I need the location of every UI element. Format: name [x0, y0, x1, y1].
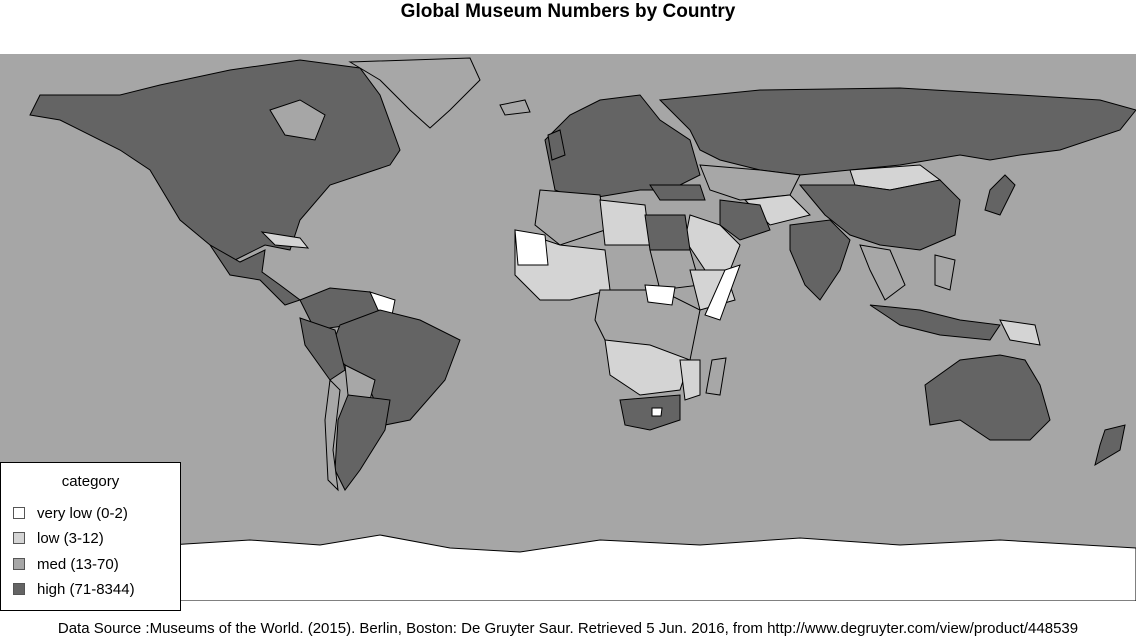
antarctica: [0, 534, 1136, 601]
country-cuba: [260, 231, 310, 249]
legend-item-low: low (3-12): [13, 529, 104, 547]
legend-label-med: med (13-70): [37, 555, 119, 573]
country-australia: [924, 354, 1051, 441]
world-map: [0, 54, 1136, 601]
country-china: [798, 179, 961, 251]
country-madagascar: [705, 357, 727, 396]
country-mauritania: [514, 229, 549, 266]
legend-title: category: [61, 473, 120, 490]
country-iran: [719, 199, 771, 241]
country-egypt: [644, 214, 691, 251]
country-argentina: [334, 394, 391, 491]
country-india: [789, 219, 851, 301]
country-philippines: [934, 254, 956, 291]
country-chile: [324, 378, 341, 492]
legend-label-high: high (71-8344): [37, 580, 135, 598]
country-russia: [658, 87, 1136, 176]
legend-swatch-very-low: [13, 507, 25, 519]
country-uk: [547, 129, 566, 161]
country-turkey: [649, 184, 706, 201]
legend-label-low: low (3-12): [37, 529, 104, 547]
country-peru: [299, 317, 346, 381]
country-papua: [999, 319, 1041, 346]
country-libya: [599, 199, 651, 246]
country-lesotho: [651, 407, 663, 417]
country-greenland: [348, 57, 481, 129]
country-angola-zambia: [604, 339, 691, 396]
country-japan: [984, 174, 1016, 216]
country-new-zealand: [1094, 424, 1126, 467]
legend-swatch-high: [13, 583, 25, 595]
country-indochina: [859, 244, 906, 301]
country-mexico: [209, 244, 302, 306]
country-mozambique: [679, 359, 701, 401]
legend: category very low (0-2) low (3-12) med (…: [0, 462, 181, 611]
country-car: [644, 284, 676, 306]
country-south-africa: [619, 394, 681, 431]
legend-item-med: med (13-70): [13, 555, 119, 573]
country-iceland: [499, 99, 531, 116]
lake-hudson-bay: [269, 99, 326, 141]
legend-item-high: high (71-8344): [13, 580, 135, 598]
country-morocco-algeria: [534, 189, 606, 246]
data-source-caption: Data Source :Museums of the World. (2015…: [57, 620, 1079, 637]
map-title: Global Museum Numbers by Country: [400, 1, 736, 22]
legend-label-very-low: very low (0-2): [37, 504, 128, 522]
country-somalia: [704, 264, 741, 321]
legend-swatch-med: [13, 558, 25, 570]
legend-swatch-low: [13, 532, 25, 544]
legend-item-very-low: very low (0-2): [13, 504, 128, 522]
country-indonesia: [869, 304, 1001, 341]
